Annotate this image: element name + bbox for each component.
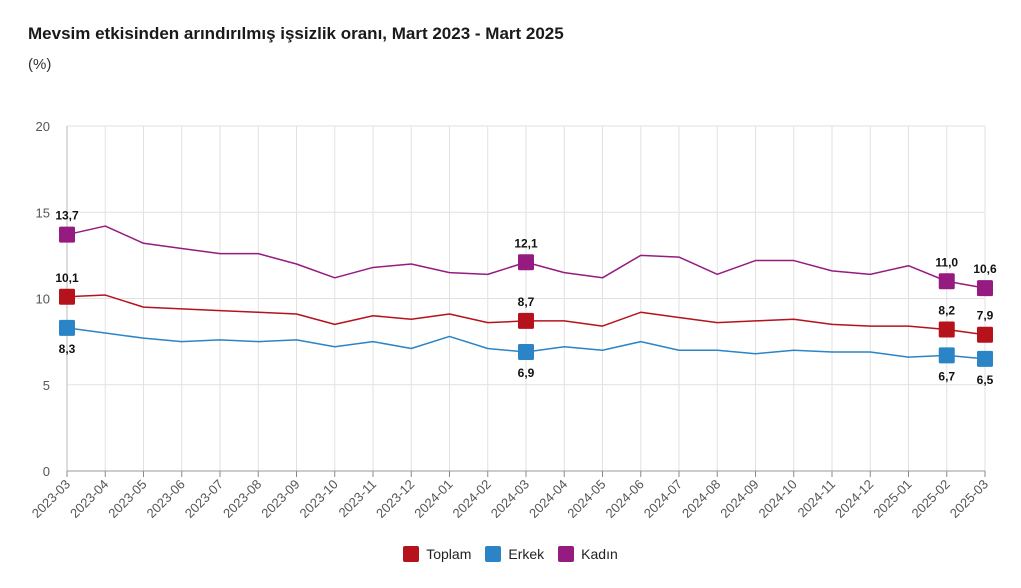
data-point-marker <box>518 312 534 329</box>
legend-label: Toplam <box>426 546 472 562</box>
data-label: 7,9 <box>977 309 994 323</box>
legend-item-toplam[interactable]: Toplam <box>403 546 471 562</box>
data-point-marker <box>518 254 534 271</box>
axis-layer: 051015202023-032023-042023-052023-062023… <box>29 119 991 521</box>
data-label: 11,0 <box>935 255 958 269</box>
data-label-layer: 10,1 8,3 13,7 8,7 6,9 12,1 8,2 6,7 11,0 7,9 6,5 10,… <box>55 209 997 387</box>
data-label: 8,7 <box>518 295 535 309</box>
x-tick-label: 2023-05 <box>105 477 149 521</box>
x-tick-label: 2024-11 <box>794 477 838 521</box>
x-tick-label: 2024-08 <box>679 477 723 521</box>
data-point-marker <box>938 273 955 290</box>
data-point-marker <box>938 347 955 364</box>
data-label: 6,7 <box>938 369 955 383</box>
data-point-marker <box>977 280 993 297</box>
x-tick-label: 2023-10 <box>297 477 341 521</box>
data-label: 12,1 <box>514 236 538 250</box>
x-tick-label: 2024-03 <box>488 477 532 521</box>
data-point-marker <box>938 321 955 338</box>
series-layer <box>59 225 993 367</box>
legend: Toplam Erkek Kadın <box>0 546 1021 562</box>
legend-swatch <box>558 546 575 562</box>
data-label: 13,7 <box>55 209 79 223</box>
x-tick-label: 2025-03 <box>947 477 991 521</box>
x-tick-label: 2023-04 <box>67 477 111 521</box>
x-tick-label: 2024-09 <box>717 477 761 521</box>
y-tick-label: 5 <box>43 378 50 393</box>
data-label: 10,6 <box>973 262 997 276</box>
chart-unit-label: (%) <box>28 56 52 73</box>
data-label: 6,5 <box>977 373 994 387</box>
grid-layer <box>66 125 986 472</box>
x-tick-label: 2023-03 <box>29 477 73 521</box>
data-point-marker <box>977 326 993 343</box>
x-tick-label: 2025-02 <box>909 477 953 521</box>
x-tick-label: 2024-04 <box>526 477 570 521</box>
legend-swatch <box>403 546 420 562</box>
data-label: 10,1 <box>55 271 79 285</box>
legend-label: Kadın <box>581 546 618 562</box>
data-label: 6,9 <box>518 366 535 380</box>
x-tick-label: 2024-07 <box>641 477 685 521</box>
y-tick-label: 0 <box>43 464 50 479</box>
data-point-marker <box>59 319 75 336</box>
y-tick-label: 20 <box>36 119 50 134</box>
x-tick-label: 2023-12 <box>373 477 417 521</box>
x-tick-label: 2023-09 <box>258 477 302 521</box>
x-tick-label: 2024-05 <box>564 477 608 521</box>
x-tick-label: 2023-06 <box>144 477 188 521</box>
x-tick-label: 2024-12 <box>832 477 876 521</box>
legend-swatch <box>485 546 502 562</box>
legend-item-kadın[interactable]: Kadın <box>558 546 618 562</box>
legend-item-erkek[interactable]: Erkek <box>485 546 544 562</box>
x-tick-label: 2025-01 <box>870 477 914 521</box>
chart-title: Mevsim etkisinden arındırılmış işsizlik … <box>28 24 564 43</box>
y-tick-label: 15 <box>36 205 50 220</box>
x-tick-label: 2024-02 <box>450 477 494 521</box>
data-point-marker <box>518 343 534 360</box>
data-point-marker <box>59 226 75 243</box>
x-tick-label: 2024-06 <box>603 477 647 521</box>
x-tick-label: 2023-11 <box>335 477 379 521</box>
data-point-marker <box>977 350 993 367</box>
data-label: 8,2 <box>938 304 955 318</box>
x-tick-label: 2023-08 <box>220 477 264 521</box>
legend-label: Erkek <box>508 546 545 562</box>
y-tick-label: 10 <box>36 292 50 307</box>
data-point-marker <box>59 288 75 305</box>
line-chart: 051015202023-032023-042023-052023-062023… <box>29 119 997 521</box>
x-tick-label: 2024-10 <box>756 477 800 521</box>
x-tick-label: 2024-01 <box>411 477 455 521</box>
x-tick-label: 2023-07 <box>182 477 226 521</box>
data-label: 8,3 <box>59 342 76 356</box>
